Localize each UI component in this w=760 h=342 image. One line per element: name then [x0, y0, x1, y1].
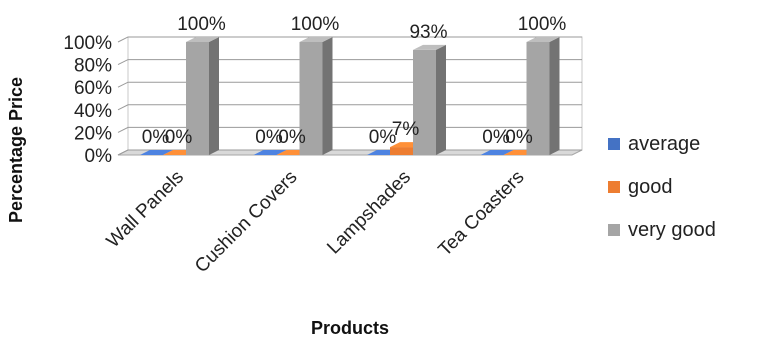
legend-swatch [608, 224, 620, 236]
data-label: 100% [291, 14, 340, 35]
data-label: 7% [392, 119, 420, 140]
legend-label: average [628, 133, 700, 155]
legend-swatch [608, 138, 620, 150]
y-tick-label: 80% [74, 56, 112, 77]
chart-legend: average good very good [608, 133, 716, 241]
bar-side [323, 37, 333, 155]
x-axis-categories: Wall Panels Cushion Covers Lampshades Tea C… [103, 167, 529, 277]
data-label: 0% [278, 127, 306, 148]
y-tick-label: 40% [74, 101, 112, 122]
legend-swatch [608, 181, 620, 193]
category-label: Cushion Covers [191, 167, 301, 277]
y-tick-label: 100% [63, 33, 112, 54]
data-label: 93% [409, 22, 447, 43]
legend-label: very good [628, 219, 716, 241]
y-tick-label: 60% [74, 78, 112, 99]
data-label: 100% [518, 14, 567, 35]
legend-label: good [628, 176, 673, 198]
bar-side [436, 45, 446, 155]
bar-side [209, 37, 219, 155]
data-label: 100% [177, 14, 226, 35]
data-label: 0% [505, 127, 533, 148]
bar-side [550, 37, 560, 155]
bar-front [390, 147, 413, 155]
category-label: Wall Panels [103, 167, 188, 252]
y-axis-title: Percentage Price [6, 77, 26, 223]
y-tick-label: 0% [85, 146, 113, 167]
y-tick-label: 20% [74, 123, 112, 144]
category-label: Tea Coasters [435, 167, 529, 261]
x-axis-title: Products [311, 318, 389, 338]
y-axis-ticks: 0%20%40%60%80%100% [63, 33, 112, 167]
category-label: Lampshades [323, 167, 415, 259]
data-label: 0% [165, 127, 193, 148]
